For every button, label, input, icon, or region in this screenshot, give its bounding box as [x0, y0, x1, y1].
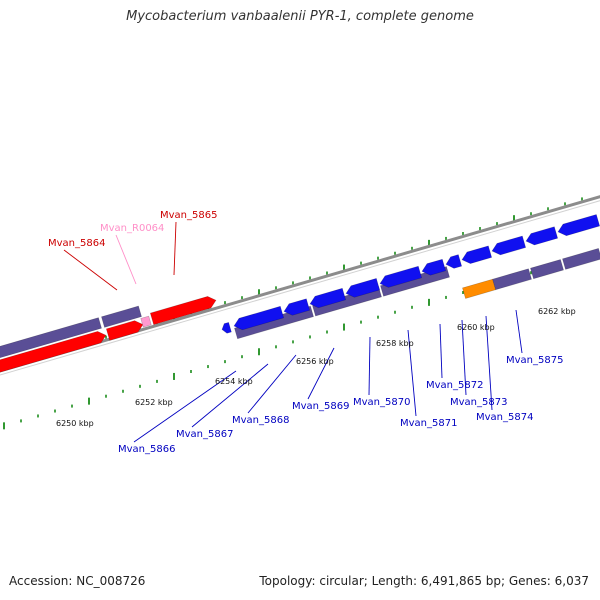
cds-reverse-arrow: [557, 214, 600, 237]
cds-reverse-arrow: [221, 322, 232, 334]
highlighted-protein-bar: [462, 278, 496, 299]
ruler-label: 6254 kbp: [215, 377, 253, 386]
map-title: Mycobacterium vanbaalenii PYR-1, complet…: [126, 9, 474, 24]
protein-bar: [0, 317, 102, 360]
cds-forward-arrow: [149, 296, 217, 325]
ruler-label: 6250 kbp: [56, 419, 94, 428]
label-leader-lines: [63, 221, 523, 443]
gene-label-mvan_r0064: Mvan_R0064: [100, 223, 164, 234]
cds-reverse-arrow: [283, 298, 311, 316]
gene-label-mvan_5864: Mvan_5864: [48, 238, 105, 249]
leader-line: [515, 309, 523, 354]
gene-label-mvan_5873: Mvan_5873: [450, 397, 507, 408]
cds-reverse-arrow: [309, 287, 347, 309]
gene-label-mvan_5872: Mvan_5872: [426, 380, 483, 391]
rna-feature: [140, 315, 152, 328]
leader-line: [461, 319, 467, 396]
backbone-shadow-line: [0, 200, 600, 376]
gene-label-mvan_5865: Mvan_5865: [160, 210, 217, 221]
gene-label-mvan_5869: Mvan_5869: [292, 401, 349, 412]
leader-line: [368, 336, 371, 396]
leader-line: [133, 370, 237, 443]
leader-line: [485, 315, 493, 411]
ruler-labels: 6250 kbp 6252 kbp 6254 kbp 6256 kbp 6258 kbp…: [56, 307, 576, 428]
cds-reverse-arrow: [461, 245, 493, 264]
cds-forward-arrow: [105, 320, 144, 341]
ruler-label: 6252 kbp: [135, 398, 173, 407]
leader-line: [307, 347, 335, 400]
gene-label-mvan_5874: Mvan_5874: [476, 412, 533, 423]
ruler-label: 6260 kbp: [457, 323, 495, 332]
rotated-feature-group: [0, 214, 600, 374]
gene-label-mvan_5871: Mvan_5871: [400, 418, 457, 429]
cds-forward-arrow: [0, 331, 107, 374]
gene-label-mvan_5870: Mvan_5870: [353, 397, 410, 408]
feature-tracks: [0, 214, 600, 374]
leader-line: [115, 234, 137, 285]
cds-reverse-arrow: [379, 265, 423, 288]
cds-reverse-arrow: [421, 258, 447, 276]
cds-reverse-arrow: [345, 278, 381, 298]
protein-bar: [492, 268, 532, 291]
gene-label-mvan_5875: Mvan_5875: [506, 355, 563, 366]
accession-text: Accession: NC_008726: [9, 574, 146, 588]
leader-line: [173, 221, 177, 276]
leader-line: [191, 363, 269, 428]
ruler-label: 6256 kbp: [296, 357, 334, 366]
cds-reverse-arrow: [233, 305, 285, 331]
gene-label-mvan_5866: Mvan_5866: [118, 444, 175, 455]
leader-line: [407, 329, 417, 417]
gene-labels: Mvan_5864Mvan_R0064Mvan_5865Mvan_5866Mva…: [48, 210, 563, 455]
gene-label-mvan_5867: Mvan_5867: [176, 429, 233, 440]
ruler-label: 6258 kbp: [376, 339, 414, 348]
protein-bar: [530, 259, 564, 280]
cds-reverse-arrow: [525, 226, 559, 246]
cds-reverse-arrow: [491, 235, 527, 256]
genome-summary-text: Topology: circular; Length: 6,491,865 bp…: [259, 574, 589, 588]
ruler-label: 6262 kbp: [538, 307, 576, 316]
leader-line: [439, 323, 443, 379]
gene-label-mvan_5868: Mvan_5868: [232, 415, 289, 426]
protein-bar: [101, 305, 142, 328]
cds-reverse-arrow: [445, 254, 463, 269]
leader-line: [63, 249, 118, 291]
protein-bar: [562, 248, 600, 270]
leader-line: [247, 354, 297, 414]
